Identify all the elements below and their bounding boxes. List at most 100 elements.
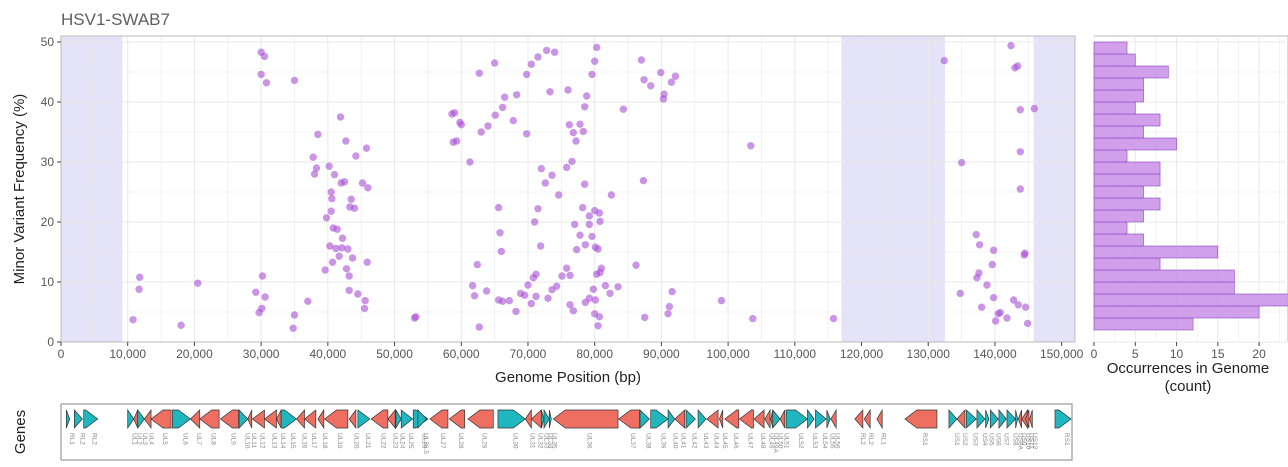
data-point — [326, 242, 334, 250]
histogram-bar — [1093, 125, 1144, 139]
data-point — [1016, 148, 1024, 156]
data-point — [659, 95, 668, 103]
data-point — [541, 179, 550, 187]
gene-label: UL31 — [528, 433, 535, 449]
data-point — [496, 229, 504, 237]
data-point — [641, 313, 649, 322]
data-point — [450, 109, 459, 117]
data-point — [569, 128, 578, 137]
data-point — [350, 204, 359, 212]
data-point — [572, 245, 581, 254]
data-point — [668, 287, 676, 296]
data-point — [327, 188, 335, 196]
gene-label: UL30 — [512, 433, 519, 449]
y-tick-label: 30 — [41, 155, 55, 169]
gene-label: UL49 — [767, 433, 774, 449]
data-point — [321, 266, 329, 274]
gene-arrow — [429, 409, 449, 429]
data-point — [328, 194, 336, 203]
gene-label: US8A — [1017, 433, 1024, 451]
data-point — [475, 323, 483, 331]
gene-arrow — [956, 409, 966, 429]
data-point — [1009, 296, 1018, 304]
data-point — [973, 274, 981, 282]
histogram-bar — [1093, 293, 1288, 307]
data-point — [262, 79, 271, 87]
data-point — [466, 158, 474, 166]
data-point — [591, 296, 600, 304]
data-point — [470, 292, 479, 300]
gene-arrow — [400, 409, 414, 429]
data-point — [664, 310, 672, 318]
gene-arrow — [904, 409, 938, 429]
gene-label: UL16 — [300, 433, 307, 449]
gene-label: UL2 — [136, 433, 143, 445]
data-point — [983, 281, 991, 289]
data-point — [129, 316, 137, 324]
histogram-bar — [1093, 53, 1136, 67]
gene-arrow — [724, 409, 740, 429]
data-point — [312, 164, 321, 172]
data-point — [667, 78, 676, 86]
data-point — [289, 324, 297, 332]
data-point — [566, 271, 574, 280]
data-point — [956, 289, 964, 298]
gene-arrow — [543, 408, 550, 430]
data-point — [534, 53, 542, 61]
data-point — [576, 120, 584, 128]
data-point — [537, 164, 546, 173]
data-point — [332, 244, 340, 253]
data-point — [940, 56, 948, 65]
gene-arrow — [150, 409, 172, 429]
histogram-bar — [1093, 41, 1128, 55]
gene-label: UL42 — [691, 433, 698, 449]
gene-label: UL29 — [481, 433, 488, 449]
x-tick-label: 140,000 — [973, 347, 1017, 361]
gene-label: UL52 — [797, 433, 804, 449]
data-point — [640, 76, 648, 84]
data-point — [1023, 319, 1032, 328]
data-point — [585, 220, 594, 229]
data-point — [1020, 251, 1028, 259]
data-point — [1016, 106, 1024, 114]
histogram-bar — [1093, 65, 1169, 79]
data-point — [304, 297, 312, 305]
gene-label: UL54 — [821, 433, 828, 449]
gene-label: US10 — [1025, 433, 1032, 450]
gene-arrow — [238, 409, 249, 429]
data-point — [562, 264, 571, 272]
data-point — [552, 282, 561, 290]
data-point — [333, 225, 341, 233]
gene-arrow — [127, 408, 135, 430]
gene-arrow — [785, 409, 809, 429]
gene-label: UL7 — [195, 433, 202, 445]
gene-arrow — [317, 408, 325, 430]
x-tick-label: 150,000 — [1040, 347, 1084, 361]
data-point — [456, 118, 464, 127]
gene-arrow — [650, 409, 669, 429]
gene-label: UL27 — [439, 433, 446, 449]
histogram-bar — [1093, 269, 1235, 283]
gene-label: US6 — [994, 433, 1001, 446]
data-point — [580, 180, 589, 188]
data-point — [647, 82, 655, 90]
data-point — [619, 105, 628, 113]
data-point — [580, 103, 589, 111]
histogram-bar — [1093, 281, 1235, 295]
gene-arrow — [772, 409, 781, 429]
data-point — [614, 283, 622, 291]
data-point — [579, 127, 588, 136]
data-point — [257, 70, 265, 79]
gene-label: UL20 — [353, 433, 360, 449]
gene-arrow — [448, 409, 465, 429]
data-point — [522, 70, 531, 79]
gene-label: US11 — [1027, 433, 1034, 449]
histogram-bar — [1093, 113, 1161, 127]
histogram-bar — [1093, 257, 1161, 271]
gene-label: US9 — [1020, 433, 1027, 446]
data-point — [252, 288, 260, 296]
data-point — [335, 252, 343, 260]
gene-label: UL28 — [457, 433, 464, 449]
gene-arrow — [65, 409, 71, 429]
